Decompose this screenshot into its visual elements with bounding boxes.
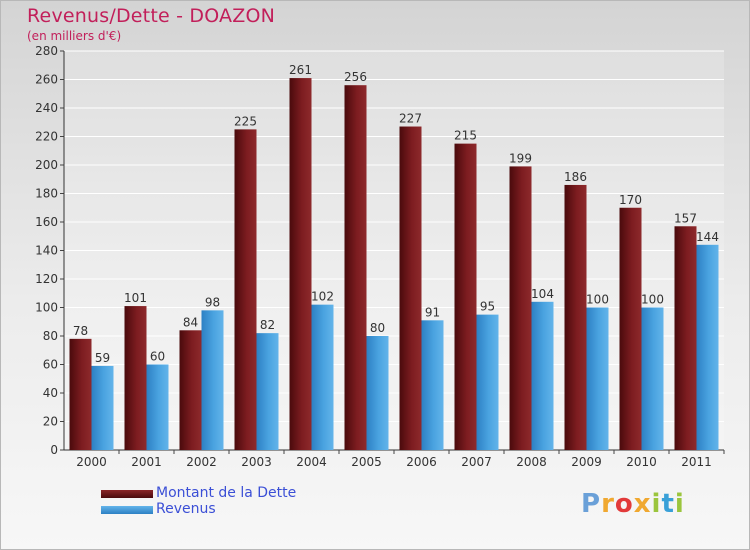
revenus-bar [421, 320, 444, 450]
logo-letter: r [601, 489, 615, 519]
debt-value-label: 227 [399, 112, 422, 126]
revenus-value-label: 100 [586, 293, 609, 307]
debt-value-label: 215 [454, 129, 477, 143]
revenus-bar [201, 310, 224, 450]
debt-bar [564, 184, 587, 450]
debt-value-label: 170 [619, 193, 642, 207]
revenus-value-label: 144 [696, 230, 719, 244]
debt-value-label: 225 [234, 114, 257, 128]
debt-value-label: 199 [509, 151, 532, 165]
x-tick-label: 2007 [461, 455, 492, 469]
revenus-bar [311, 304, 334, 450]
debt-value-label: 157 [674, 211, 697, 225]
chart-subtitle: (en milliers d'€) [27, 29, 122, 43]
y-tick-label: 60 [43, 358, 58, 372]
y-tick-label: 260 [35, 73, 58, 87]
debt-bar [179, 330, 202, 450]
revenus-bar [256, 333, 279, 450]
legend-label-revenus: Revenus [156, 501, 216, 517]
x-tick-label: 2001 [131, 455, 162, 469]
logo-letter: P [581, 489, 602, 519]
x-tick-label: 2002 [186, 455, 217, 469]
logo-letter: i [674, 489, 685, 519]
x-tick-label: 2005 [351, 455, 382, 469]
y-tick-label: 80 [43, 329, 58, 343]
debt-bar [124, 306, 147, 450]
debt-bar [234, 129, 257, 450]
legend-label-debt: Montant de la Dette [156, 485, 297, 501]
proxiti-logo: Proxiti [581, 489, 685, 519]
debt-bar [619, 207, 642, 450]
y-tick-label: 160 [35, 215, 58, 229]
debt-bar [674, 226, 697, 450]
revenus-bar [476, 314, 499, 450]
revenus-value-label: 91 [425, 305, 440, 319]
revenus-value-label: 100 [641, 293, 664, 307]
logo-letter: o [614, 489, 634, 519]
revenus-bar [641, 307, 664, 450]
revenus-bar [91, 365, 114, 450]
revenus-bar [586, 307, 609, 450]
logo-letter: i [651, 489, 662, 519]
revenus-bar [696, 244, 719, 450]
x-tick-label: 2009 [571, 455, 602, 469]
revenus-value-label: 80 [370, 321, 385, 335]
logo-letter: x [633, 489, 652, 519]
x-tick-label: 2011 [681, 455, 712, 469]
revenus-value-label: 82 [260, 318, 275, 332]
debt-bar [454, 143, 477, 450]
x-tick-label: 2004 [296, 455, 327, 469]
y-tick-label: 120 [35, 272, 58, 286]
revenus-value-label: 98 [205, 295, 220, 309]
revenus-bar [531, 301, 554, 450]
y-tick-label: 20 [43, 415, 58, 429]
debt-value-label: 84 [183, 315, 198, 329]
debt-value-label: 256 [344, 70, 367, 84]
legend-swatch-revenus [101, 506, 153, 514]
revenus-bar [146, 364, 169, 450]
revenus-value-label: 102 [311, 290, 334, 304]
revenus-value-label: 59 [95, 351, 110, 365]
y-tick-label: 0 [50, 443, 58, 457]
x-tick-label: 2010 [626, 455, 657, 469]
debt-bar [344, 85, 367, 450]
y-tick-label: 40 [43, 386, 58, 400]
y-tick-label: 140 [35, 244, 58, 258]
x-tick-label: 2008 [516, 455, 547, 469]
x-tick-label: 2000 [76, 455, 107, 469]
legend-swatch-debt [101, 490, 153, 498]
chart-title: Revenus/Dette - DOAZON [27, 5, 276, 27]
debt-value-label: 186 [564, 170, 587, 184]
debt-bar [509, 166, 532, 451]
logo-letter: t [661, 489, 675, 519]
x-tick-label: 2006 [406, 455, 437, 469]
y-tick-label: 220 [35, 130, 58, 144]
revenus-value-label: 104 [531, 287, 554, 301]
debt-bar [289, 78, 312, 450]
y-tick-label: 280 [35, 44, 58, 58]
revenus-bar [366, 336, 389, 450]
debt-value-label: 261 [289, 63, 312, 77]
y-tick-label: 180 [35, 187, 58, 201]
y-tick-label: 200 [35, 158, 58, 172]
y-tick-label: 100 [35, 301, 58, 315]
debt-bar [399, 126, 422, 451]
debt-bar [69, 338, 92, 450]
revenus-value-label: 60 [150, 350, 165, 364]
debt-value-label: 78 [73, 324, 88, 338]
y-tick-label: 240 [35, 101, 58, 115]
revenus-value-label: 95 [480, 300, 495, 314]
debt-value-label: 101 [124, 291, 147, 305]
x-tick-label: 2003 [241, 455, 272, 469]
